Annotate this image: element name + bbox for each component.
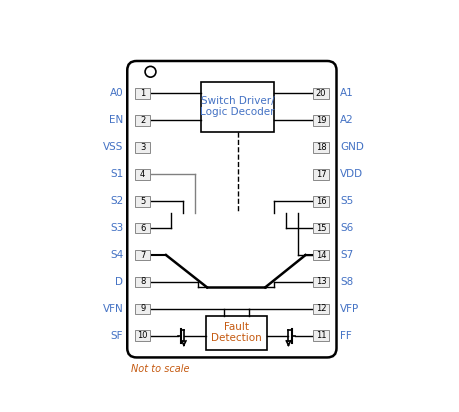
FancyBboxPatch shape <box>134 223 150 234</box>
Text: Not to scale: Not to scale <box>131 364 189 375</box>
Text: VDD: VDD <box>340 169 363 179</box>
Text: 11: 11 <box>315 331 325 340</box>
FancyBboxPatch shape <box>313 330 328 341</box>
FancyBboxPatch shape <box>134 276 150 288</box>
FancyBboxPatch shape <box>134 169 150 180</box>
FancyBboxPatch shape <box>313 88 328 99</box>
Text: 17: 17 <box>315 170 325 179</box>
FancyBboxPatch shape <box>134 250 150 260</box>
FancyBboxPatch shape <box>134 196 150 206</box>
FancyBboxPatch shape <box>313 115 328 126</box>
Text: FF: FF <box>340 331 351 341</box>
Text: GND: GND <box>340 142 364 152</box>
Text: S1: S1 <box>110 169 123 179</box>
Text: 9: 9 <box>140 304 145 314</box>
Text: 7: 7 <box>140 250 145 260</box>
Text: Fault: Fault <box>224 323 248 332</box>
Text: 16: 16 <box>315 197 325 206</box>
Text: 20: 20 <box>315 89 325 98</box>
FancyBboxPatch shape <box>313 250 328 260</box>
Text: 14: 14 <box>315 250 325 260</box>
FancyBboxPatch shape <box>206 316 266 350</box>
FancyBboxPatch shape <box>313 223 328 234</box>
FancyBboxPatch shape <box>313 169 328 180</box>
Text: 12: 12 <box>315 304 325 314</box>
Text: A1: A1 <box>340 88 353 98</box>
Text: EN: EN <box>109 115 123 125</box>
Text: Detection: Detection <box>211 333 261 343</box>
Text: S5: S5 <box>340 196 353 206</box>
Text: Switch Driver/: Switch Driver/ <box>201 96 274 105</box>
Text: Logic Decoder: Logic Decoder <box>200 107 274 117</box>
Text: S6: S6 <box>340 223 353 233</box>
FancyBboxPatch shape <box>134 88 150 99</box>
Circle shape <box>145 66 156 77</box>
Text: S8: S8 <box>340 277 353 287</box>
Text: 1: 1 <box>140 89 145 98</box>
FancyBboxPatch shape <box>313 276 328 288</box>
Text: 6: 6 <box>140 224 145 233</box>
FancyBboxPatch shape <box>134 115 150 126</box>
Text: S7: S7 <box>340 250 353 260</box>
Text: 18: 18 <box>315 143 325 152</box>
Text: 13: 13 <box>315 277 325 286</box>
Text: 10: 10 <box>137 331 148 340</box>
Text: SF: SF <box>111 331 123 341</box>
FancyBboxPatch shape <box>201 82 274 132</box>
Text: S3: S3 <box>110 223 123 233</box>
Text: 8: 8 <box>140 277 145 286</box>
Text: 4: 4 <box>140 170 145 179</box>
FancyBboxPatch shape <box>127 61 336 358</box>
Text: S4: S4 <box>110 250 123 260</box>
FancyBboxPatch shape <box>313 142 328 152</box>
FancyBboxPatch shape <box>313 304 328 314</box>
Text: 2: 2 <box>140 116 145 125</box>
Text: A2: A2 <box>340 115 353 125</box>
Text: D: D <box>115 277 123 287</box>
FancyBboxPatch shape <box>134 142 150 152</box>
Text: 5: 5 <box>140 197 145 206</box>
FancyBboxPatch shape <box>313 196 328 206</box>
Text: VFP: VFP <box>340 304 359 314</box>
Text: 15: 15 <box>315 224 325 233</box>
Text: 19: 19 <box>315 116 325 125</box>
Text: S2: S2 <box>110 196 123 206</box>
Text: 3: 3 <box>140 143 145 152</box>
Text: VFN: VFN <box>102 304 123 314</box>
FancyBboxPatch shape <box>134 330 150 341</box>
Text: A0: A0 <box>110 88 123 98</box>
FancyBboxPatch shape <box>134 304 150 314</box>
Text: VSS: VSS <box>103 142 123 152</box>
